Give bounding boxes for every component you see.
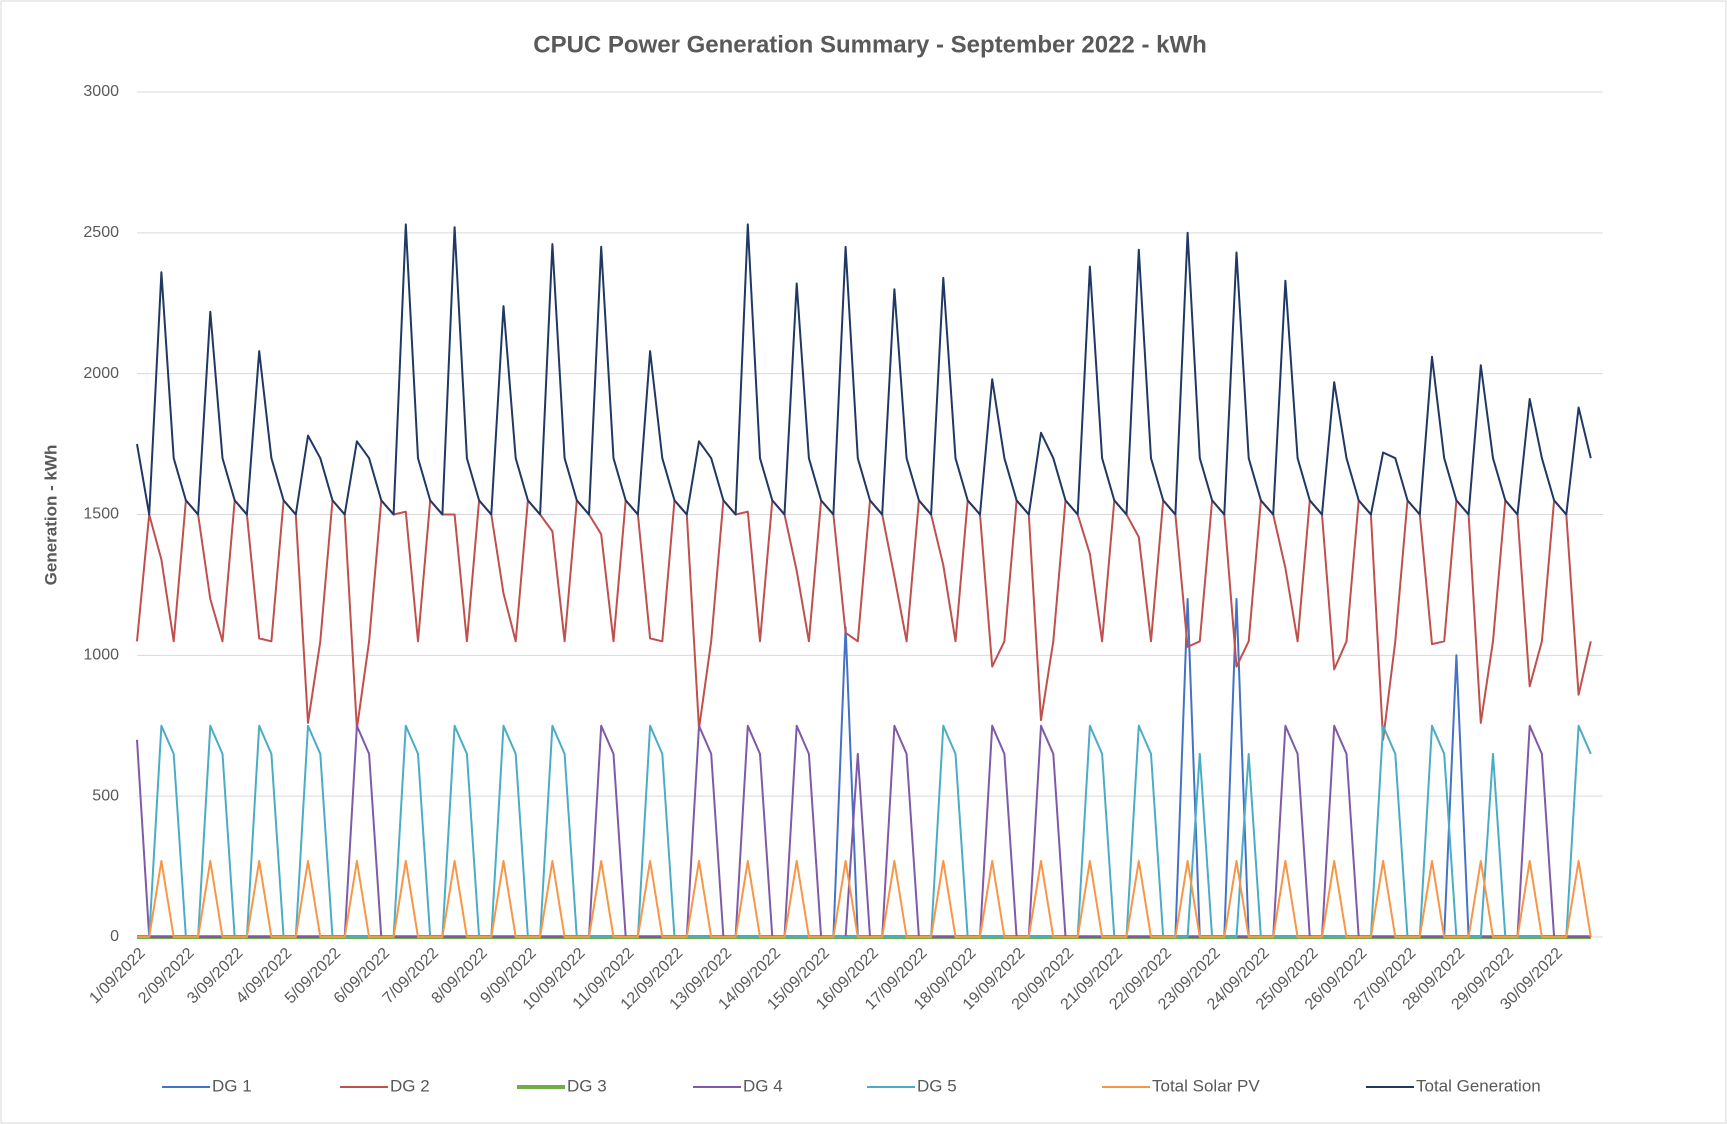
y-tick-label: 2500 <box>83 224 119 241</box>
y-tick-label: 2000 <box>83 365 119 382</box>
y-tick-label: 1000 <box>83 647 119 664</box>
series-line <box>136 223 1592 516</box>
y-tick-label: 1500 <box>83 506 119 523</box>
legend-label: DG 2 <box>390 1076 430 1095</box>
legend-label: Total Solar PV <box>1152 1076 1260 1095</box>
series-line <box>137 860 1592 938</box>
y-axis-title: Generation - kWh <box>41 445 60 586</box>
y-tick-label: 0 <box>110 928 119 945</box>
legend-label: DG 5 <box>917 1076 957 1095</box>
y-tick-label: 500 <box>92 787 119 804</box>
legend-label: Total Generation <box>1416 1076 1541 1095</box>
series-line <box>136 724 1591 938</box>
legend-label: DG 1 <box>212 1076 252 1095</box>
legend-label: DG 4 <box>743 1076 783 1095</box>
y-tick-label: 3000 <box>83 83 119 100</box>
chart-title: CPUC Power Generation Summary - Septembe… <box>533 31 1207 58</box>
legend-label: DG 3 <box>567 1076 607 1095</box>
series-line <box>136 499 1592 741</box>
